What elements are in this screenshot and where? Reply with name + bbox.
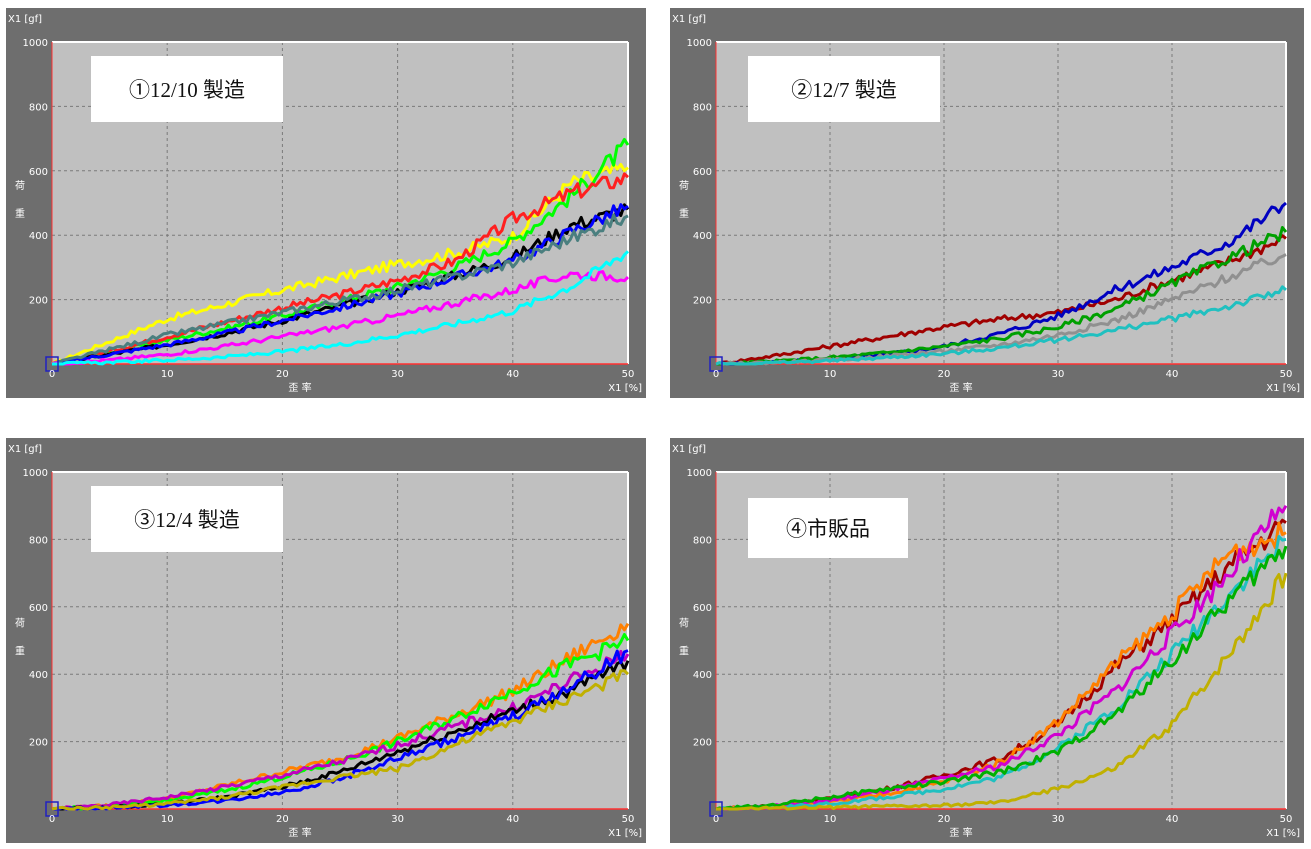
y-axis-label: 重 <box>15 645 25 658</box>
y-axis-label: 重 <box>15 207 25 220</box>
series-line-6 <box>51 213 629 366</box>
y-tick-label: 800 <box>29 535 48 546</box>
x-axis-label: 歪 率 <box>949 381 972 394</box>
origin-marker <box>709 356 723 372</box>
x-tick-label: 40 <box>1166 814 1179 825</box>
y-tick-label: 400 <box>29 231 48 242</box>
x-tick-label: 10 <box>161 814 174 825</box>
x-tick-label: 50 <box>622 814 635 825</box>
x-unit-label: X1 [%] <box>1266 828 1300 839</box>
y-unit-label: X1 [gf] <box>8 14 42 25</box>
x-tick-label: 50 <box>1280 814 1293 825</box>
y-axis-label: 重 <box>679 645 689 658</box>
x-tick-label: 30 <box>1052 814 1065 825</box>
x-axis-label: 歪 率 <box>288 826 311 839</box>
series-line-6 <box>716 572 1288 811</box>
x-axis-label: 歪 率 <box>288 381 311 394</box>
series-line-5 <box>715 545 1288 811</box>
chart-3: 200 400 600 800 1000 0 10 20 30 40 50 X1 [gf] X1 [%]… <box>8 444 642 839</box>
x-tick-label: 0 <box>49 814 55 825</box>
x-tick-label: 0 <box>713 369 719 380</box>
x-tick-label: 20 <box>276 369 289 380</box>
x-tick-label: 30 <box>391 369 404 380</box>
y-unit-label: X1 [gf] <box>672 14 706 25</box>
x-tick-label: 20 <box>938 369 951 380</box>
y-tick-label: 400 <box>29 670 48 681</box>
x-tick-label: 0 <box>713 814 719 825</box>
y-tick-label: 400 <box>693 231 712 242</box>
y-tick-label: 200 <box>693 738 712 749</box>
series-line-8 <box>52 250 630 366</box>
x-tick-label: 50 <box>1280 369 1293 380</box>
series-line-5 <box>715 285 1287 366</box>
x-tick-label: 40 <box>506 814 519 825</box>
series-line-3 <box>716 226 1288 366</box>
x-tick-label: 10 <box>824 369 837 380</box>
x-axis-label: 歪 率 <box>949 826 972 839</box>
y-axis-label: 荷 <box>679 618 689 630</box>
chart-2-title: ②12/7 製造 <box>748 56 940 122</box>
x-tick-label: 30 <box>1052 369 1065 380</box>
y-tick-label: 1000 <box>23 38 48 49</box>
x-unit-label: X1 [%] <box>1266 383 1300 394</box>
x-tick-label: 50 <box>622 369 635 380</box>
x-tick-label: 30 <box>391 814 404 825</box>
series-line-7 <box>51 270 630 366</box>
x-tick-label: 0 <box>49 369 55 380</box>
y-tick-label: 800 <box>693 535 712 546</box>
chart-4-title: ④市販品 <box>748 498 908 558</box>
y-unit-label: X1 [gf] <box>672 444 706 455</box>
y-tick-label: 200 <box>29 738 48 749</box>
series-line-3 <box>52 649 630 811</box>
chart-panel-2: 200 400 600 800 1000 0 10 20 30 40 50 X1 [gf] X1 [%]… <box>670 8 1304 398</box>
y-tick-label: 600 <box>693 167 712 178</box>
x-tick-label: 40 <box>506 369 519 380</box>
y-tick-label: 800 <box>693 102 712 113</box>
x-tick-label: 20 <box>938 814 951 825</box>
y-axis-label: 荷 <box>679 180 689 192</box>
y-tick-label: 400 <box>693 670 712 681</box>
y-tick-label: 1000 <box>687 468 712 479</box>
y-tick-label: 200 <box>693 296 712 307</box>
x-tick-label: 40 <box>1166 369 1179 380</box>
series-line-2 <box>52 633 630 811</box>
origin-marker <box>45 801 59 817</box>
y-axis-label: 重 <box>679 207 689 220</box>
x-tick-label: 10 <box>824 814 837 825</box>
chart-1: 200 400 600 800 1000 0 10 20 30 40 50 X1 [gf] X1 [%]… <box>8 14 642 394</box>
y-tick-label: 200 <box>29 296 48 307</box>
y-tick-label: 600 <box>29 167 48 178</box>
chart-1-title: ①12/10 製造 <box>91 56 283 122</box>
y-tick-label: 600 <box>693 603 712 614</box>
x-tick-label: 10 <box>161 369 174 380</box>
chart-panel-3: 200 400 600 800 1000 0 10 20 30 40 50 X1 [gf] X1 [%]… <box>6 438 646 843</box>
y-axis-label: 荷 <box>15 618 25 630</box>
chart-panel-1: 200 400 600 800 1000 0 10 20 30 40 50 X1 [gf] X1 [%]… <box>6 8 646 398</box>
series-line-4 <box>716 535 1287 811</box>
y-unit-label: X1 [gf] <box>8 444 42 455</box>
y-axis-label: 荷 <box>15 180 25 192</box>
x-tick-label: 20 <box>276 814 289 825</box>
origin-marker <box>45 356 59 372</box>
chart-panel-4: 200 400 600 800 1000 0 10 20 30 40 50 X1 [gf] X1 [%]… <box>670 438 1304 843</box>
y-tick-label: 1000 <box>687 38 712 49</box>
y-tick-label: 1000 <box>23 468 48 479</box>
x-unit-label: X1 [%] <box>608 828 642 839</box>
chart-3-title: ③12/4 製造 <box>91 486 283 552</box>
series-line-2 <box>716 521 1287 811</box>
series-line-6 <box>51 669 630 811</box>
chart-4: 200 400 600 800 1000 0 10 20 30 40 50 X1 [gf] X1 [%]… <box>672 444 1300 839</box>
origin-marker <box>709 801 723 817</box>
y-tick-label: 600 <box>29 603 48 614</box>
y-tick-label: 800 <box>29 102 48 113</box>
x-unit-label: X1 [%] <box>608 383 642 394</box>
